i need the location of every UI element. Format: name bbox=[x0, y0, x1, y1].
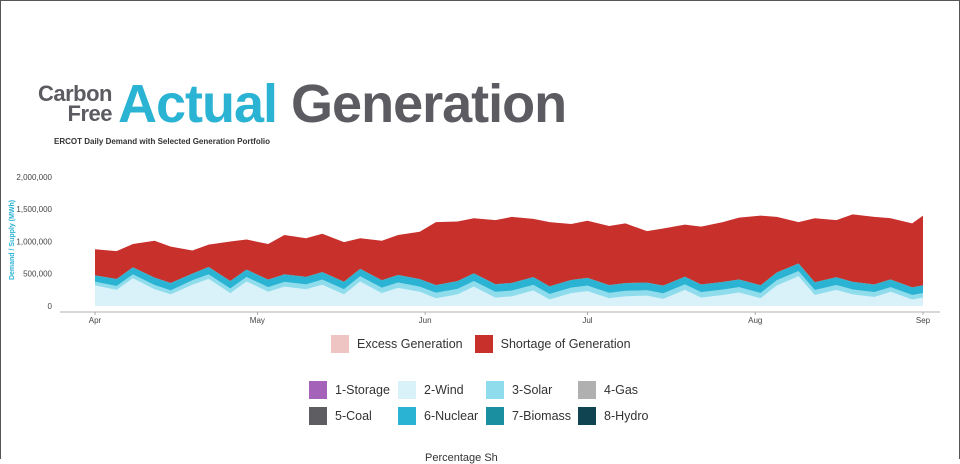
legend-item-6-nuclear[interactable]: 6-Nuclear bbox=[398, 407, 486, 425]
legend-item-5-coal[interactable]: 5-Coal bbox=[309, 407, 398, 425]
logo-carbon-free: Carbon Free bbox=[38, 81, 113, 126]
legend-swatch bbox=[398, 407, 416, 425]
legend-item-8-hydro[interactable]: 8-Hydro bbox=[578, 407, 658, 425]
footer-text: Percentage Sh bbox=[425, 452, 498, 464]
area-6-nuclear bbox=[95, 263, 923, 296]
legend-swatch bbox=[398, 381, 416, 399]
legend-item-shortage[interactable]: Shortage of Generation bbox=[474, 335, 631, 353]
legend-label: 2-Wind bbox=[424, 383, 464, 397]
y-tick-label: 1,500,000 bbox=[16, 205, 52, 214]
legend-label: 1-Storage bbox=[335, 383, 390, 397]
legend-swatch bbox=[309, 407, 327, 425]
legend-label: 6-Nuclear bbox=[424, 409, 479, 423]
y-tick-label: 2,000,000 bbox=[16, 173, 52, 182]
x-tick-label: Jun bbox=[419, 316, 432, 325]
logo-word-actual: Actual bbox=[118, 74, 278, 134]
logo: Carbon Free Actual Generation bbox=[38, 74, 567, 134]
legend-swatch bbox=[309, 381, 327, 399]
legend-label: 4-Gas bbox=[604, 383, 639, 397]
area-2-wind bbox=[95, 276, 923, 306]
legend-swatch bbox=[578, 381, 596, 399]
logo-line2: Free bbox=[67, 101, 113, 126]
legend-item-7-biomass[interactable]: 7-Biomass bbox=[486, 407, 578, 425]
x-tick-label: Sep bbox=[916, 316, 931, 325]
area-3-solar bbox=[95, 271, 923, 300]
legend-label: Excess Generation bbox=[357, 337, 463, 351]
area-chart: 0 500,000 1,000,000 1,500,000 2,000,000 Apr Ma… bbox=[9, 173, 940, 325]
legend-item-1-storage[interactable]: 1-Storage bbox=[309, 381, 398, 399]
y-tick-label: 1,000,000 bbox=[16, 237, 52, 246]
y-tick-label: 0 bbox=[48, 302, 53, 311]
x-tick-label: Aug bbox=[748, 316, 762, 325]
logo-line1: Carbon bbox=[38, 81, 113, 106]
balance-legend: Excess Generation Shortage of Generation bbox=[331, 335, 643, 353]
legend-swatch bbox=[486, 381, 504, 399]
x-tick-label: May bbox=[250, 316, 265, 325]
legend-item-excess[interactable]: Excess Generation bbox=[331, 335, 463, 353]
plot-area bbox=[95, 214, 923, 306]
logo-word-generation: Generation bbox=[291, 74, 567, 134]
legend-label: 7-Biomass bbox=[512, 409, 572, 423]
y-axis-label: Demand / Supply (MWh) bbox=[9, 200, 16, 280]
legend-swatch bbox=[331, 335, 349, 353]
legend-label: 8-Hydro bbox=[604, 409, 649, 423]
chart-title: ERCOT Daily Demand with Selected Generat… bbox=[54, 137, 271, 146]
legend-item-3-solar[interactable]: 3-Solar bbox=[486, 381, 578, 399]
legend-item-4-gas[interactable]: 4-Gas bbox=[578, 381, 658, 399]
x-tick-label: Jul bbox=[582, 316, 592, 325]
axes: 0 500,000 1,000,000 1,500,000 2,000,000 Apr Ma… bbox=[9, 173, 940, 325]
source-legend: 1-Storage 2-Wind 3-Solar 4-Gas 5-Coal 6-Nucle… bbox=[309, 381, 658, 425]
legend-label: 5-Coal bbox=[335, 409, 372, 423]
legend-swatch bbox=[578, 407, 596, 425]
legend-swatch bbox=[474, 335, 493, 353]
shortage-area bbox=[95, 214, 923, 288]
legend-item-2-wind[interactable]: 2-Wind bbox=[398, 381, 486, 399]
x-tick-label: Apr bbox=[89, 316, 102, 325]
y-tick-label: 500,000 bbox=[23, 270, 52, 279]
legend-swatch bbox=[486, 407, 504, 425]
legend-label: Shortage of Generation bbox=[500, 337, 631, 351]
legend-label: 3-Solar bbox=[512, 383, 553, 397]
